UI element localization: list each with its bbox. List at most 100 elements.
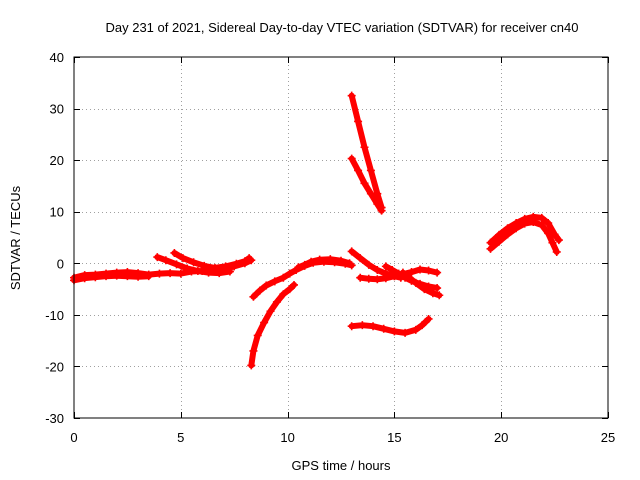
y-tick-label: 40 xyxy=(50,50,64,65)
data-point xyxy=(435,291,444,300)
data-point xyxy=(544,229,553,238)
data-point xyxy=(552,247,561,256)
series-line xyxy=(487,219,560,255)
data-point xyxy=(537,221,546,230)
x-axis-label: GPS time / hours xyxy=(292,458,391,473)
y-tick-labels: -30 -20 -10 0 10 20 30 40 xyxy=(45,50,64,426)
data-point xyxy=(345,259,354,268)
data-point xyxy=(381,262,390,271)
data-point xyxy=(373,265,382,274)
data-point xyxy=(420,285,429,294)
data-point xyxy=(486,244,495,253)
data-point xyxy=(102,272,111,281)
plot-frame xyxy=(73,56,609,419)
data-point xyxy=(294,263,303,272)
data-point xyxy=(358,321,367,330)
data-point xyxy=(405,273,414,282)
data-point xyxy=(347,322,356,331)
y-tick-label: 30 xyxy=(50,102,64,117)
y-tick-label: -10 xyxy=(45,308,64,323)
series-track-15 xyxy=(486,212,563,247)
axis-ticks xyxy=(74,57,609,419)
y-axis-label: SDTVAR / TECUs xyxy=(8,185,23,290)
data-point xyxy=(215,269,224,278)
data-point xyxy=(245,254,254,263)
data-point xyxy=(300,260,309,269)
data-point xyxy=(529,218,538,227)
data-point xyxy=(366,189,375,198)
data-point xyxy=(366,166,375,175)
data-point xyxy=(356,273,365,282)
data-point xyxy=(379,324,388,333)
data-point xyxy=(170,248,179,257)
series-track-7 xyxy=(294,255,354,272)
data-point xyxy=(424,314,433,323)
data-point xyxy=(390,327,399,336)
data-point xyxy=(369,322,378,331)
data-point xyxy=(155,269,164,278)
data-point xyxy=(354,117,363,126)
data-point xyxy=(266,307,275,316)
data-point xyxy=(307,257,316,266)
data-point xyxy=(544,219,553,228)
data-point xyxy=(123,272,132,281)
data-point xyxy=(495,230,504,239)
data-point xyxy=(91,273,100,282)
data-point xyxy=(418,321,427,330)
x-tick-label: 20 xyxy=(494,430,508,445)
data-point xyxy=(272,297,281,306)
x-tick-label: 0 xyxy=(70,430,77,445)
data-point xyxy=(354,166,363,175)
data-point xyxy=(225,267,234,276)
data-point xyxy=(347,154,356,163)
data-point xyxy=(315,255,324,264)
data-point xyxy=(401,328,410,337)
x-tick-label: 5 xyxy=(177,430,184,445)
data-point xyxy=(270,277,279,286)
data-point xyxy=(407,268,416,277)
grid-lines xyxy=(74,57,608,418)
data-point xyxy=(373,275,382,284)
series-track-4 xyxy=(170,248,254,272)
chart-title: Day 231 of 2021, Sidereal Day-to-day VTE… xyxy=(105,20,578,35)
data-point xyxy=(337,256,345,265)
x-tick-labels: 0 5 10 15 20 25 xyxy=(70,430,615,445)
data-point xyxy=(189,258,198,267)
data-point xyxy=(210,263,219,272)
data-point xyxy=(548,238,557,247)
data-point xyxy=(204,268,213,277)
data-point xyxy=(232,259,241,268)
data-point xyxy=(360,179,369,188)
data-point xyxy=(377,206,386,215)
series-line xyxy=(487,213,562,246)
data-point xyxy=(424,266,433,275)
y-tick-label: -20 xyxy=(45,359,64,374)
data-point xyxy=(134,272,143,281)
data-point xyxy=(249,292,258,301)
series-track-14 xyxy=(398,268,444,300)
data-point xyxy=(381,274,390,283)
data-point xyxy=(347,247,356,256)
data-point xyxy=(221,262,230,271)
data-point xyxy=(520,219,529,228)
data-point xyxy=(144,272,153,281)
x-tick-label: 15 xyxy=(387,430,401,445)
data-point xyxy=(388,265,397,274)
data-point xyxy=(262,281,271,290)
data-point xyxy=(411,278,420,287)
data-point xyxy=(249,346,258,355)
y-tick-label: 0 xyxy=(57,256,64,271)
series-track-11 xyxy=(347,314,433,337)
data-point xyxy=(537,213,546,222)
data-point xyxy=(178,254,187,263)
data-point xyxy=(183,264,192,273)
data-point xyxy=(411,325,420,334)
series-track-3 xyxy=(153,253,234,278)
data-point xyxy=(364,260,373,269)
data-point xyxy=(176,269,185,278)
data-point xyxy=(247,361,256,370)
data-point xyxy=(512,224,521,233)
data-point xyxy=(398,268,407,277)
data-point xyxy=(356,254,365,263)
x-tick-label: 10 xyxy=(280,430,294,445)
